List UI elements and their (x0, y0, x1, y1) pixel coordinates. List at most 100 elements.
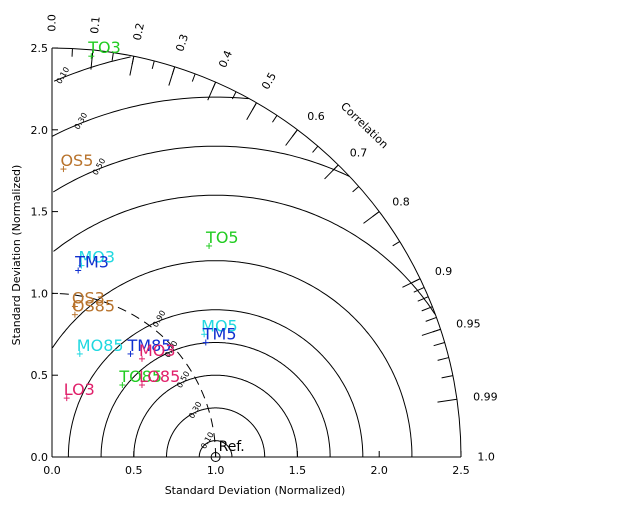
correlation-minor-tick (372, 211, 380, 217)
correlation-minor-tick (417, 296, 429, 302)
data-point: TM5 (202, 324, 237, 346)
correlation-tick-label: 0.9 (435, 265, 453, 278)
correlation-minor-tick (91, 50, 94, 59)
x-tick-label: 0.5 (125, 464, 143, 477)
y-axis-ticks: 0.0 0.5 1.0 1.5 2.0 2.5 (31, 42, 58, 464)
x-axis-label: Standard Deviation (Normalized) (165, 484, 346, 497)
correlation-tick-label: 0.2 (131, 22, 147, 42)
correlation-tick-label: 0.4 (216, 49, 235, 70)
data-point: OS5 (60, 151, 93, 173)
reference-std-arc (51, 292, 217, 458)
x-tick-label: 2.0 (370, 464, 388, 477)
data-point: MO3 (78, 248, 115, 269)
correlation-minor-tick (211, 81, 217, 90)
x-tick-label: 1.5 (289, 464, 307, 477)
x-tick-label: 0.0 (43, 464, 61, 477)
correlation-minor-tick (272, 115, 278, 123)
correlation-minor-tick (412, 278, 421, 283)
y-tick-label: 0.0 (31, 451, 49, 464)
correlation-minor-tick (425, 316, 437, 322)
correlation-tick-label: 0.5 (259, 70, 279, 92)
correlation-tick-label: 0.3 (173, 33, 191, 54)
point-label: TM5 (202, 324, 237, 343)
y-tick-label: 2.5 (31, 42, 49, 55)
reference-marker (210, 452, 221, 462)
correlation-tick-label: 0.95 (456, 318, 481, 331)
data-point: TO85 (118, 367, 162, 389)
correlation-minor-tick (231, 91, 237, 100)
data-point: OS85 (71, 297, 115, 318)
data-point: TM3 (74, 252, 109, 274)
correlation-tick-label: 0.1 (88, 16, 103, 35)
correlation-tick-label: 0.6 (307, 110, 325, 123)
point-label: TO5 (205, 228, 239, 247)
data-point: MO5 (201, 316, 238, 338)
rms-contour (166, 407, 266, 457)
y-tick-label: 1.5 (31, 206, 49, 219)
correlation-minor-tick (131, 56, 135, 65)
point-label: TO85 (118, 367, 162, 386)
rms-contour (198, 440, 233, 457)
point-label: MO3 (78, 248, 115, 267)
correlation-minor-tick (421, 306, 433, 312)
correlation-tick-label: 0.7 (350, 147, 368, 160)
y-tick-label: 1.0 (31, 287, 49, 300)
correlation-minor-tick (413, 286, 425, 293)
point-label: MO5 (201, 316, 238, 335)
reference-label: Ref. (219, 439, 245, 455)
data-point: MO3 (138, 341, 176, 362)
rms-contour (133, 374, 298, 457)
rms-contour (67, 309, 364, 457)
data-point: TO5 (205, 228, 239, 249)
correlation-minor-tick (352, 186, 360, 193)
correlation-minor-tick (392, 241, 400, 247)
point-label: MO3 (139, 341, 176, 360)
rms-contour (51, 260, 413, 457)
correlation-label: Correlation (338, 100, 391, 152)
rms-contour (52, 145, 350, 193)
data-point: TO3 (87, 38, 121, 60)
reference-point: Ref. (210, 439, 245, 462)
correlation-minor-tick (312, 145, 319, 153)
correlation-minor-tick (292, 129, 298, 137)
correlation-minor-tick (441, 375, 453, 379)
y-tick-label: 0.5 (31, 369, 49, 382)
correlation-minor-tick (151, 60, 155, 70)
point-label: TM85 (127, 336, 172, 355)
rms-contour (53, 56, 131, 82)
rms-contour (100, 342, 331, 457)
correlation-tick (437, 398, 457, 403)
correlation-minor-tick (432, 328, 441, 333)
axes-frame (51, 47, 462, 458)
correlation-minor-tick (111, 52, 114, 61)
correlation-minor-tick (251, 102, 257, 111)
data-point: TM85 (127, 336, 172, 357)
correlation-minor-tick (171, 66, 176, 75)
x-tick-label: 1.0 (207, 464, 225, 477)
point-label: OS85 (72, 297, 115, 316)
reference-arc (51, 292, 217, 458)
correlation-minor-tick (332, 164, 339, 172)
outer-arc (51, 47, 462, 458)
rms-contour (51, 96, 249, 137)
point-label: LO85 (139, 367, 180, 386)
correlation-tick-label: 0.99 (473, 390, 498, 403)
correlation-tick-label: 0.8 (392, 195, 410, 208)
x-tick-label: 2.5 (452, 464, 470, 477)
x-axis-ticks: 0.0 0.5 1.0 1.5 2.0 2.5 (43, 451, 470, 477)
point-label: TM3 (74, 252, 109, 271)
y-tick-label: 2.0 (31, 124, 49, 137)
data-point: LO3 (63, 380, 95, 402)
rms-contour (53, 194, 436, 315)
point-label: OS3 (72, 288, 105, 307)
data-point: OS3 (71, 288, 105, 310)
correlation-axis: 0.0 0.1 0.2 0.3 0.4 0.5 0.6 0.7 0.8 0.9 0.95 0.99 1.… (46, 14, 498, 463)
point-label: OS5 (60, 151, 93, 170)
point-label: TO3 (87, 38, 121, 57)
correlation-tick-label: 0.0 (46, 14, 59, 32)
point-label: MO85 (77, 336, 124, 355)
data-point: MO85 (76, 336, 124, 357)
point-label: LO3 (64, 380, 95, 399)
